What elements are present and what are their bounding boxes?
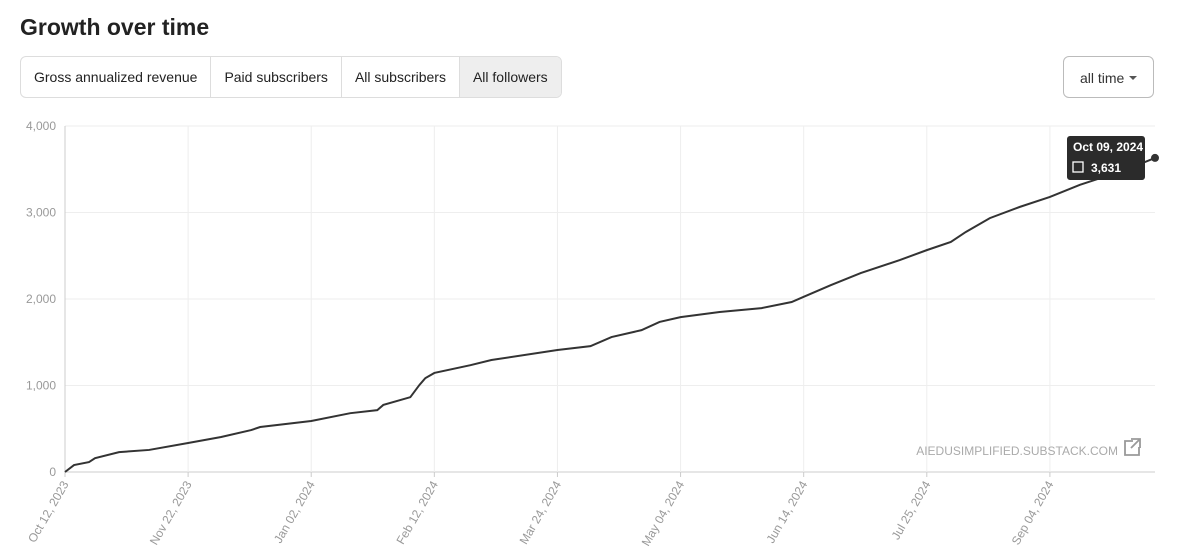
watermark: AIEDUSIMPLIFIED.SUBSTACK.COM xyxy=(916,444,1118,458)
x-tick-label: Nov 22, 2023 xyxy=(147,478,195,547)
x-tick-label: May 04, 2024 xyxy=(639,478,688,548)
tooltip-box xyxy=(1067,136,1145,180)
tab[interactable]: All subscribers xyxy=(342,57,460,97)
x-tick-label: Sep 04, 2024 xyxy=(1009,478,1057,547)
x-tick-label: Jan 02, 2024 xyxy=(271,478,318,545)
tab[interactable]: Gross annualized revenue xyxy=(21,57,212,97)
tooltip-value: 3,631 xyxy=(1091,161,1121,175)
x-tick-label: Jun 14, 2024 xyxy=(763,478,810,545)
x-tick-label: Jul 25, 2024 xyxy=(889,478,934,542)
external-link-icon xyxy=(1124,438,1141,456)
y-tick-label: 3,000 xyxy=(26,206,56,220)
tab-bar: Gross annualized revenue Paid subscribers… xyxy=(20,56,562,98)
y-tick-label: 1,000 xyxy=(26,379,56,393)
tooltip: Oct 09, 2024 3,631 xyxy=(1067,136,1145,180)
tooltip-title: Oct 09, 2024 xyxy=(1073,140,1143,154)
x-tick-label: Oct 12, 2023 xyxy=(25,478,72,545)
y-tick-label: 0 xyxy=(49,465,56,479)
tab[interactable]: Paid subscribers xyxy=(211,57,342,97)
tab[interactable]: All followers xyxy=(459,57,561,97)
x-tick-label: Feb 12, 2024 xyxy=(393,478,441,547)
legend-swatch xyxy=(1072,161,1084,173)
page-title: Growth over time xyxy=(20,14,210,40)
series-line xyxy=(64,156,1156,473)
y-tick-label: 4,000 xyxy=(26,119,56,133)
y-tick-label: 2,000 xyxy=(26,292,56,306)
hover-point xyxy=(1151,153,1159,162)
range-select[interactable]: all time xyxy=(1063,56,1154,98)
x-tick-label: Mar 24, 2024 xyxy=(517,478,565,547)
